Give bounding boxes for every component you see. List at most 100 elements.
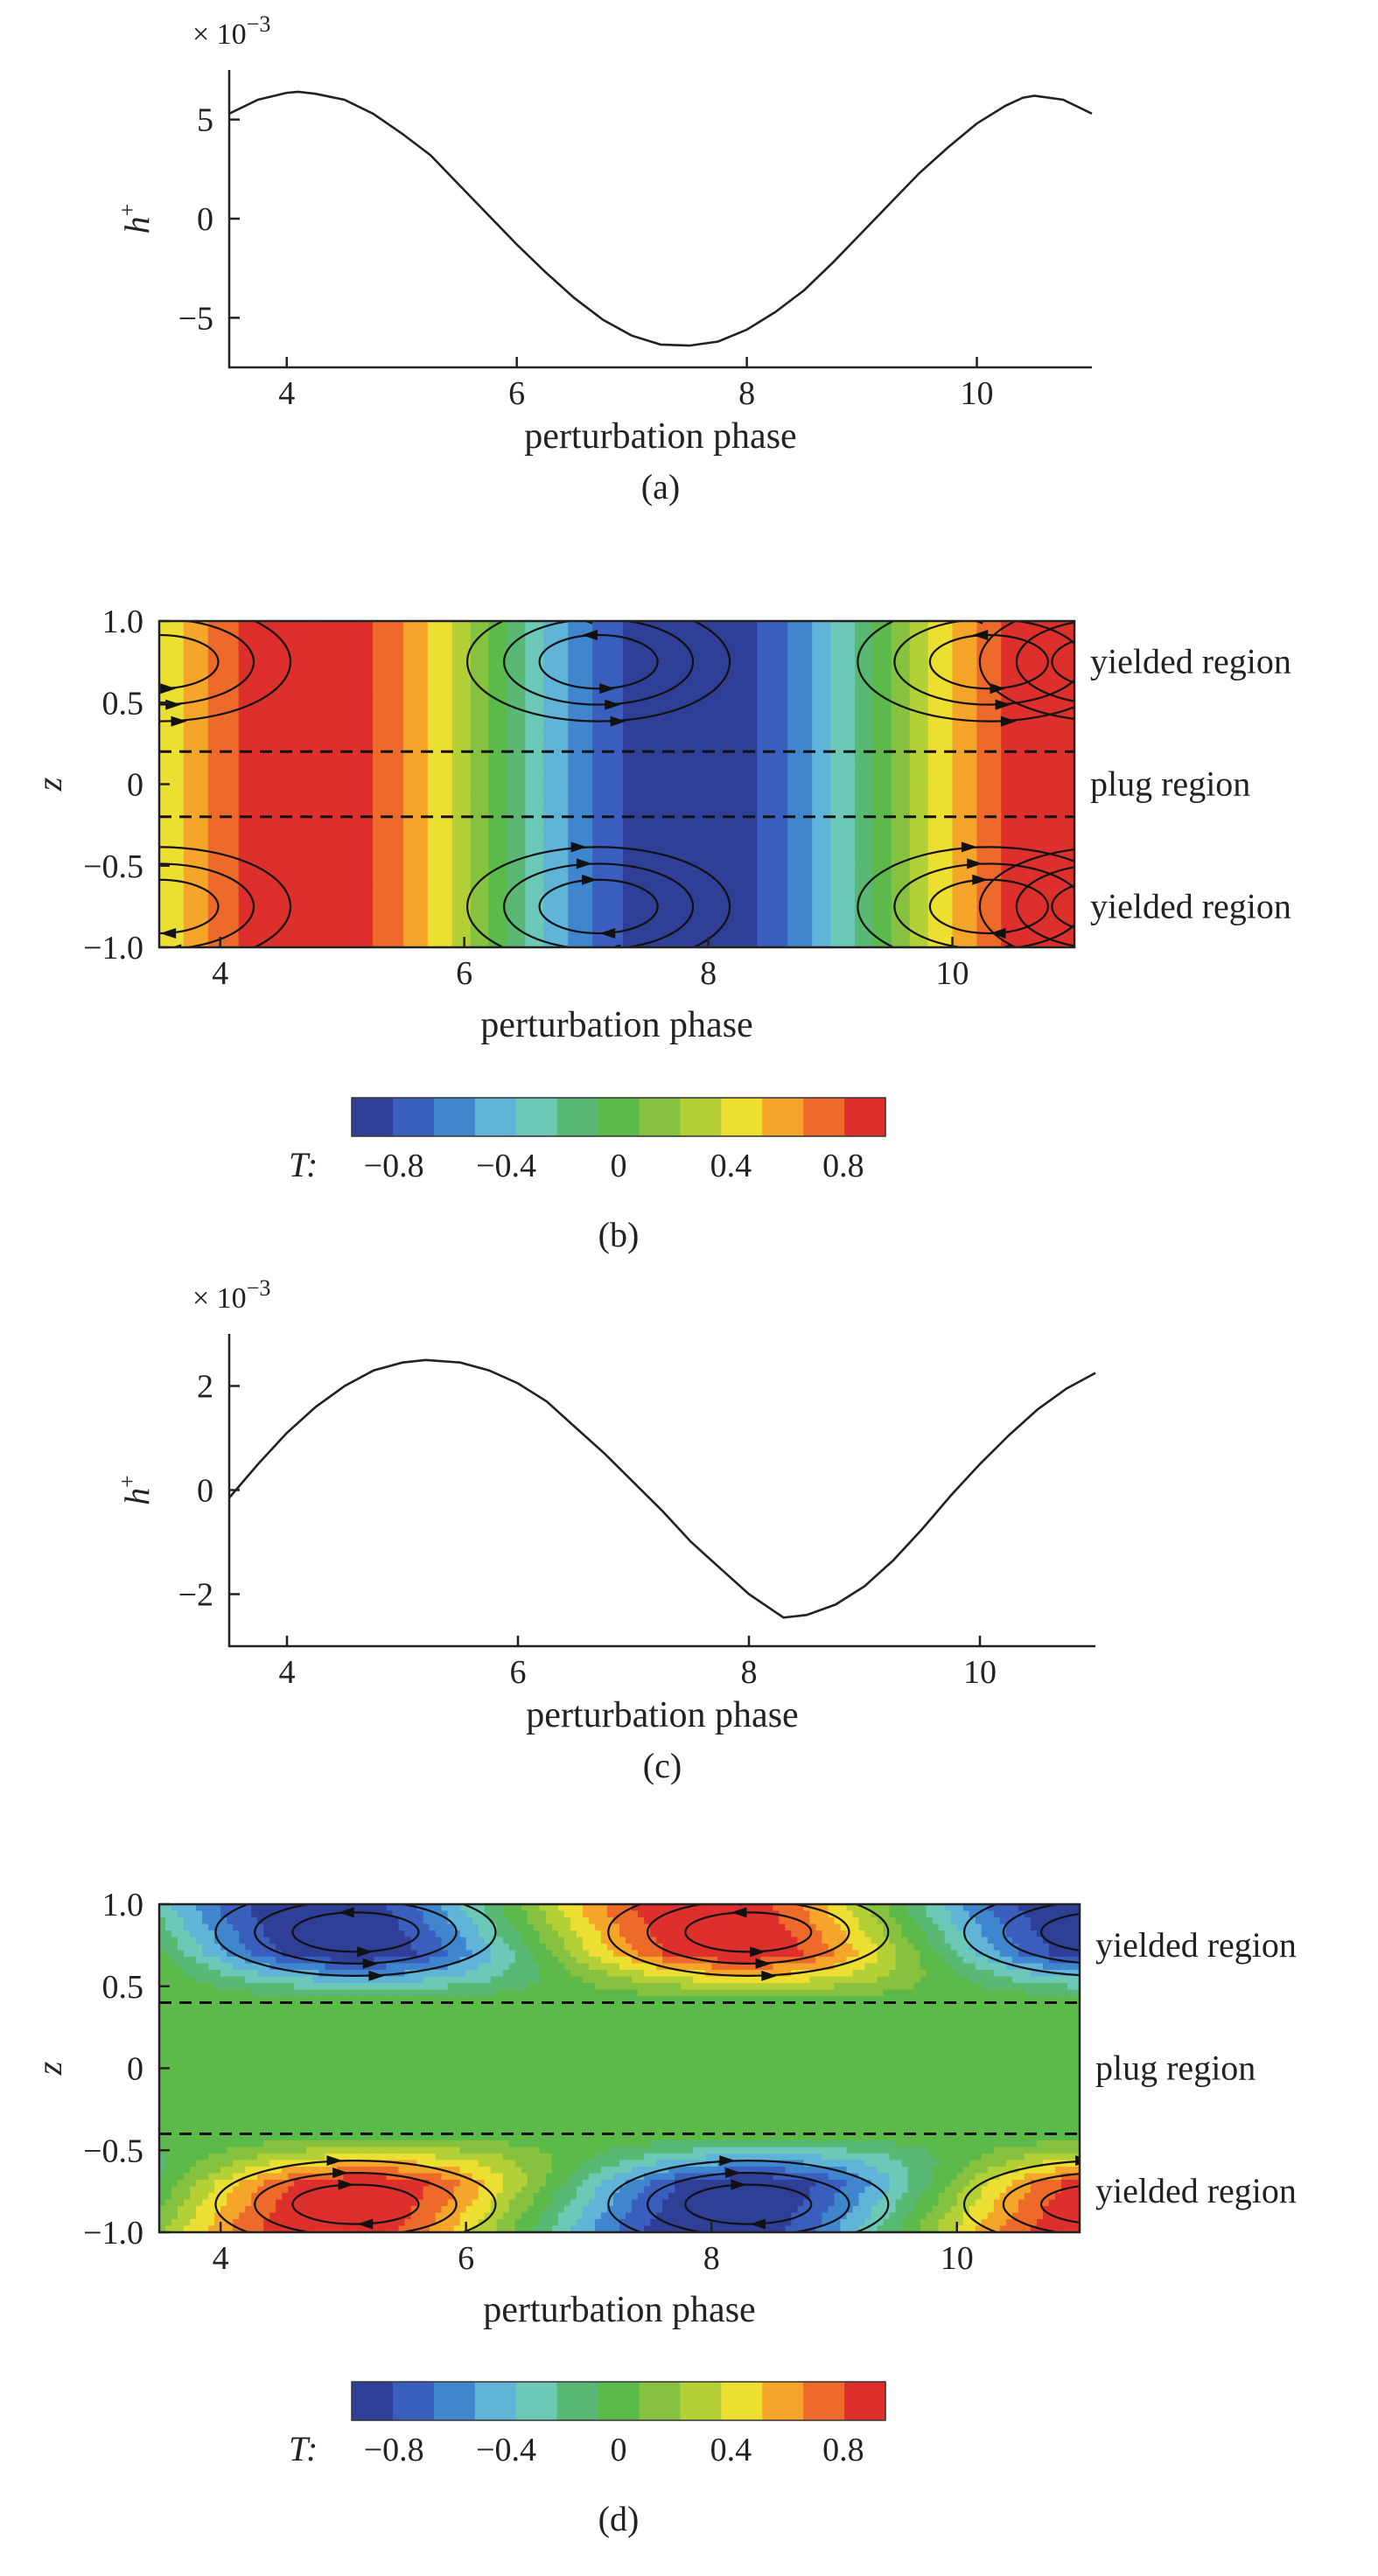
x-axis-label: perturbation phase — [524, 416, 796, 457]
streamline-loop — [893, 621, 1074, 706]
streamline-loop — [159, 633, 220, 690]
colorbar-tick-label: 0.4 — [710, 1148, 752, 1184]
streamline-arrow — [719, 1883, 735, 1894]
colorbar-swatch — [721, 2382, 763, 2420]
streamline-arrow — [570, 841, 587, 853]
streamline-arrow — [1117, 700, 1133, 710]
colorbar-swatch — [844, 2382, 886, 2420]
colorbar-swatch — [598, 1098, 640, 1136]
streamline-loop — [466, 621, 731, 723]
streamline-arrow — [731, 1907, 747, 1918]
colorbar-swatch — [556, 2382, 599, 2420]
y-tick-label: 0.5 — [102, 685, 144, 722]
scale-factor: × 10−3 — [192, 11, 270, 51]
colorbar-tick-label: −0.4 — [476, 2432, 536, 2468]
streamline-loop — [159, 846, 292, 947]
streamline-arrow — [1095, 875, 1110, 885]
streamline-arrow — [761, 1970, 778, 1981]
colorbar-tick-label: 0.8 — [822, 2432, 864, 2468]
streamline-loop — [159, 621, 292, 723]
streamline-arrow — [576, 858, 592, 869]
region-label: yielded region — [1095, 2171, 1297, 2210]
streamline-arrow — [755, 1958, 772, 1969]
streamline-arrow — [1001, 960, 1017, 971]
y-axis-label-sup: + — [115, 1475, 140, 1488]
region-label: plug region — [1095, 2049, 1256, 2088]
streamline-loop — [1002, 1904, 1080, 1964]
streamline-arrow — [143, 630, 158, 640]
streamline-arrow — [967, 858, 983, 869]
streamline-loop — [893, 862, 1074, 947]
streamline-arrow — [961, 841, 977, 853]
colorbar-tick-label: −0.4 — [476, 1148, 536, 1184]
y-tick-label: −2 — [178, 1577, 213, 1614]
x-tick-label: 8 — [738, 375, 755, 412]
streamline-arrow — [599, 927, 616, 939]
y-tick-label: 0 — [197, 201, 213, 238]
streamline-arrow — [1089, 614, 1105, 625]
colorbar-tick-label: −0.8 — [364, 1148, 424, 1184]
panel-label: (d) — [598, 2499, 640, 2538]
x-tick-label: 10 — [941, 2240, 974, 2277]
streamline-loop — [1002, 2173, 1080, 2232]
streamline-arrow — [731, 2179, 747, 2190]
streamline-arrow — [1000, 716, 1017, 727]
line-panel-c: 4 6 8 10 2 0 −2 × 10−3 h+ perturbation phase (c) — [115, 1275, 1096, 1785]
streamline-loop — [1039, 1913, 1080, 1951]
streamline-arrow — [750, 1946, 766, 1958]
streamlines — [214, 1883, 1122, 2253]
streamline-arrow — [368, 1970, 385, 1981]
x-axis-label: perturbation phase — [483, 2290, 755, 2330]
streamlines — [143, 597, 1138, 971]
colorbar-tick-label: 0 — [611, 1148, 627, 1184]
streamline-loop — [254, 1904, 458, 1965]
colorbar-swatch — [556, 1098, 599, 1136]
streamline-arrow — [1112, 928, 1128, 939]
streamline-arrow — [610, 716, 626, 727]
colorbar-label: T: — [289, 2429, 318, 2468]
y-tick-label: −0.5 — [83, 2133, 143, 2169]
streamline-arrow — [962, 597, 977, 608]
streamline-arrow — [1089, 858, 1105, 869]
heatmap-panel-b: 4 6 8 10 1.0 0.5 0 −0.5 −1.0 z yielded region plug … — [30, 597, 1291, 1254]
x-tick-label: 4 — [213, 2240, 229, 2277]
streamline-loop — [291, 2183, 420, 2225]
colorbar-swatch — [433, 1098, 476, 1136]
x-tick-label: 8 — [700, 955, 717, 992]
y-axis-label: z — [30, 777, 69, 792]
streamline-arrow — [611, 960, 626, 971]
streamline-loop — [978, 621, 1074, 721]
streamline-arrow — [599, 683, 616, 695]
streamline-arrow — [1123, 716, 1138, 727]
streamline-arrow — [761, 2243, 777, 2253]
region-label: yielded region — [1095, 1925, 1297, 1965]
panel-label: (a) — [641, 467, 680, 506]
colorbar-swatch — [433, 2382, 476, 2420]
streamline-loop — [1015, 866, 1074, 947]
colorbar: −0.8 −0.4 0 0.4 0.8 T: — [289, 1097, 886, 1184]
x-tick-label: 8 — [703, 2240, 720, 2277]
streamline-arrow — [1117, 944, 1133, 954]
streamline-arrow — [719, 2155, 736, 2167]
colorbar-tick-label: −0.8 — [364, 2432, 424, 2468]
colorbar-swatch — [474, 1098, 517, 1136]
colorbar-swatch — [352, 1098, 394, 1136]
streamline-loop — [857, 621, 1074, 723]
y-tick-label: 0 — [197, 1473, 213, 1510]
streamline-arrow — [725, 2168, 741, 2179]
y-tick-label: −0.5 — [83, 848, 143, 885]
streamline-loop — [503, 621, 695, 706]
streamline-arrow — [995, 699, 1011, 710]
streamline-loop — [538, 633, 659, 690]
panel-label: (c) — [643, 1746, 682, 1785]
colorbar-swatch — [639, 1098, 681, 1136]
streamline-loop — [291, 1911, 420, 1953]
streamline-arrow — [1106, 2219, 1122, 2230]
scale-exponent: −3 — [247, 11, 271, 37]
colorbar-label: T: — [289, 1145, 318, 1184]
streamline-arrow — [338, 2179, 354, 2190]
streamline-arrow — [160, 927, 177, 939]
streamline-arrow — [357, 1946, 374, 1958]
scale-factor: × 10−3 — [192, 1275, 270, 1315]
streamline-loop — [684, 1911, 813, 1953]
